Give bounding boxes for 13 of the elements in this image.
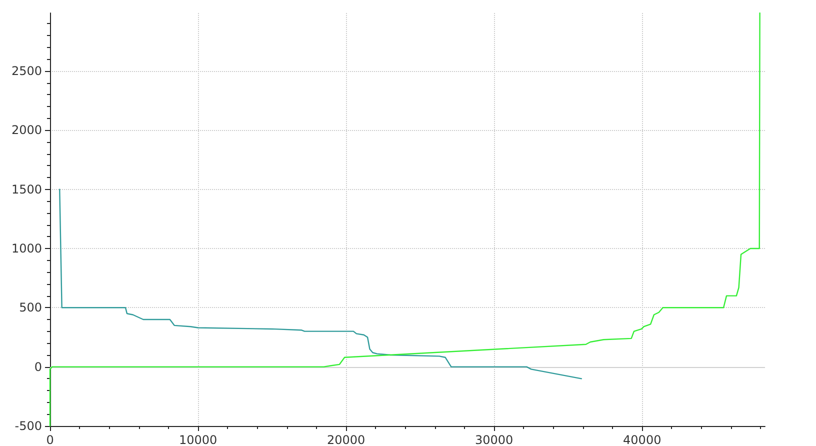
y-tick-label: 2000 bbox=[11, 123, 42, 138]
x-tick-label: 40000 bbox=[623, 433, 662, 446]
y-tick-label: 0 bbox=[34, 360, 42, 374]
y-tick-label: 1500 bbox=[11, 182, 42, 196]
y-tick-label: 2500 bbox=[11, 64, 42, 78]
y-tick-label: 1000 bbox=[11, 241, 42, 256]
x-tick-label: 10000 bbox=[178, 433, 218, 446]
y-tick-label: 500 bbox=[19, 300, 42, 315]
line-series bbox=[59, 188, 582, 380]
x-tick-label: 30000 bbox=[475, 433, 514, 446]
y-tick-label: -500 bbox=[14, 419, 42, 433]
x-tick-label: 20000 bbox=[326, 433, 366, 446]
x-tick-label: 0 bbox=[46, 433, 54, 446]
